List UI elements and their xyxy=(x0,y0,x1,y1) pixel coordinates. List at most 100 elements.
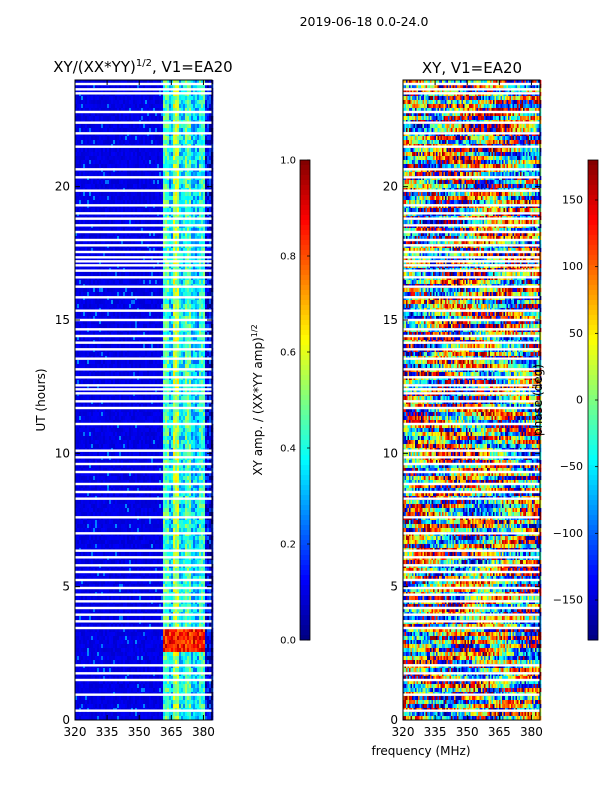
heatmap-cell xyxy=(85,80,88,85)
heatmap-cell xyxy=(169,152,172,157)
heatmap-cell xyxy=(203,364,206,369)
heatmap-cell xyxy=(131,312,134,317)
heatmap-cell xyxy=(93,104,96,109)
heatmap-cell xyxy=(105,240,108,245)
heatmap-cell xyxy=(173,172,176,177)
heatmap-cell xyxy=(115,104,118,109)
heatmap-cell xyxy=(95,148,98,153)
heatmap-cell xyxy=(181,156,184,161)
heatmap-cell xyxy=(195,84,198,89)
heatmap-cell xyxy=(193,236,196,241)
heatmap-cell xyxy=(131,136,134,141)
heatmap-cell xyxy=(171,288,174,293)
heatmap-cell xyxy=(201,360,204,365)
heatmap-cell xyxy=(121,220,124,225)
heatmap-cell xyxy=(109,80,112,85)
heatmap-cell xyxy=(183,240,186,245)
heatmap-cell xyxy=(107,152,110,157)
heatmap-cell xyxy=(197,208,200,213)
heatmap-cell xyxy=(137,352,140,357)
heatmap-cell xyxy=(133,352,136,357)
heatmap-cell xyxy=(93,240,96,245)
heatmap-cell xyxy=(81,332,84,337)
heatmap-cell xyxy=(145,192,148,197)
heatmap-cell xyxy=(131,344,134,349)
heatmap-cell xyxy=(209,124,212,129)
heatmap-cell xyxy=(201,128,204,133)
heatmap-cell xyxy=(93,172,96,177)
heatmap-cell xyxy=(131,180,134,185)
heatmap-cell xyxy=(159,360,162,365)
heatmap-cell xyxy=(187,100,190,105)
heatmap-cell xyxy=(79,252,82,257)
heatmap-cell xyxy=(173,304,176,309)
heatmap-cell xyxy=(185,352,188,357)
heatmap-cell xyxy=(115,304,118,309)
heatmap-cell xyxy=(141,128,144,133)
heatmap-cell xyxy=(113,236,116,241)
heatmap-cell xyxy=(83,232,86,237)
heatmap-cell xyxy=(173,336,176,341)
heatmap-cell xyxy=(93,336,96,341)
heatmap-cell xyxy=(111,140,114,145)
heatmap-cell xyxy=(103,272,106,277)
heatmap-cell xyxy=(135,112,138,117)
heatmap-cell xyxy=(81,128,84,133)
heatmap-cell xyxy=(107,304,110,309)
heatmap-cell xyxy=(103,332,106,337)
heatmap-cell xyxy=(87,344,90,349)
heatmap-cell xyxy=(181,184,184,189)
heatmap-cell xyxy=(193,344,196,349)
heatmap-cell xyxy=(153,272,156,277)
heatmap-cell xyxy=(91,200,94,205)
heatmap-cell xyxy=(117,100,120,105)
heatmap-cell xyxy=(107,112,110,117)
heatmap-cell xyxy=(183,164,186,169)
heatmap-cell xyxy=(201,100,204,105)
heatmap-cell xyxy=(189,360,192,365)
heatmap-cell xyxy=(203,344,206,349)
heatmap-cell xyxy=(95,248,98,253)
heatmap-cell xyxy=(75,116,78,121)
heatmap-cell xyxy=(117,84,120,89)
heatmap-cell xyxy=(183,300,186,305)
heatmap-cell xyxy=(75,232,78,237)
heatmap-cell xyxy=(209,316,212,321)
heatmap-cell xyxy=(129,292,132,297)
heatmap-cell xyxy=(201,344,204,349)
heatmap-cell xyxy=(79,248,82,253)
heatmap-cell xyxy=(97,336,100,341)
heatmap-cell xyxy=(101,136,104,141)
heatmap-cell xyxy=(101,96,104,101)
heatmap-cell xyxy=(133,292,136,297)
heatmap-cell xyxy=(165,148,168,153)
heatmap-cell xyxy=(145,180,148,185)
heatmap-cell xyxy=(175,316,178,321)
heatmap-cell xyxy=(201,232,204,237)
heatmap-cell xyxy=(205,136,208,141)
heatmap-cell xyxy=(155,220,158,225)
heatmap-cell xyxy=(201,164,204,169)
heatmap-cell xyxy=(131,360,134,365)
heatmap-cell xyxy=(153,156,156,161)
heatmap-cell xyxy=(139,100,142,105)
heatmap-cell xyxy=(99,96,102,101)
heatmap-cell xyxy=(203,292,206,297)
heatmap-cell xyxy=(91,104,94,109)
heatmap-cell xyxy=(205,140,208,145)
heatmap-cell xyxy=(149,304,152,309)
heatmap-cell xyxy=(189,172,192,177)
heatmap-cell xyxy=(195,220,198,225)
heatmap-cell xyxy=(95,252,98,257)
heatmap-cell xyxy=(147,108,150,113)
heatmap-cell xyxy=(157,300,160,305)
heatmap-cell xyxy=(133,332,136,337)
heatmap-cell xyxy=(137,172,140,177)
heatmap-cell xyxy=(175,364,178,369)
heatmap-cell xyxy=(155,300,158,305)
heatmap-cell xyxy=(117,152,120,157)
heatmap-cell xyxy=(175,352,178,357)
heatmap-cell xyxy=(159,272,162,277)
heatmap-cell xyxy=(191,220,194,225)
heatmap-cell xyxy=(191,152,194,157)
